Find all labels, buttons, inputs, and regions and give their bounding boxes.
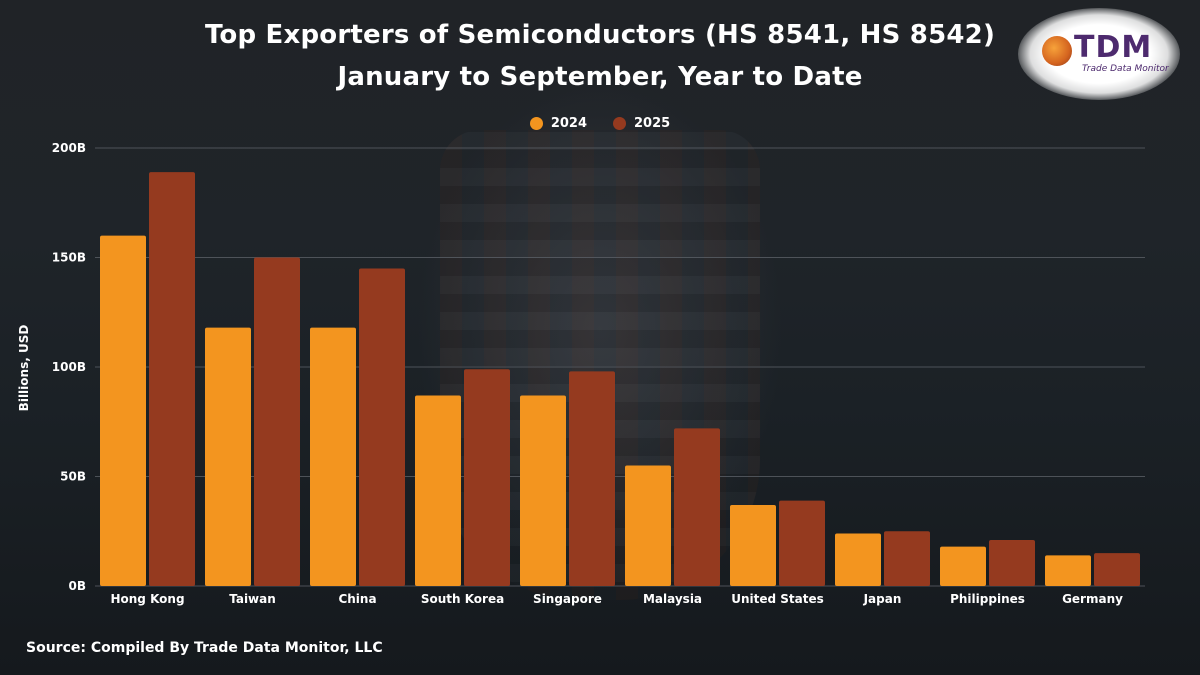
bar-2024-south-korea [415, 395, 461, 586]
bar-2024-hong-kong [100, 235, 146, 586]
tdm-logo: TDM Trade Data Monitor [1018, 8, 1180, 100]
bar-2025-united-states [779, 500, 825, 586]
legend-item-2024: 2024 [529, 116, 587, 131]
bar-2024-china [310, 327, 356, 586]
legend-item-2025: 2025 [613, 116, 670, 131]
x-tick-label: Singapore [533, 592, 602, 606]
bar-2025-taiwan [254, 257, 300, 586]
x-tick-label: South Korea [421, 592, 504, 606]
x-tick-label: Philippines [950, 592, 1025, 606]
chart-title: Top Exporters of Semiconductors (HS 8541… [0, 14, 1200, 98]
legend: 2024 2025 [0, 116, 1200, 131]
legend-label-2024: 2024 [550, 116, 587, 131]
globe-icon [1042, 36, 1072, 66]
x-tick-label: Malaysia [643, 592, 702, 606]
bar-2025-hong-kong [149, 172, 195, 586]
logo-tagline: Trade Data Monitor [1082, 64, 1169, 74]
bar-2025-china [359, 268, 405, 586]
bar-2025-philippines [989, 540, 1035, 586]
bar-2024-united-states [730, 504, 776, 586]
y-tick-label: 50B [60, 470, 86, 484]
bar-2025-germany [1094, 553, 1140, 586]
x-tick-label: United States [731, 592, 824, 606]
x-tick-label: Taiwan [229, 592, 276, 606]
y-tick-label: 100B [52, 360, 86, 374]
title-line-1: Top Exporters of Semiconductors (HS 8541… [204, 20, 996, 50]
bar-2025-singapore [569, 371, 615, 586]
bar-2024-taiwan [205, 327, 251, 586]
bar-2024-malaysia [625, 465, 671, 586]
legend-swatch-2024 [529, 117, 543, 130]
x-tick-label: Hong Kong [110, 592, 184, 606]
bar-2024-singapore [520, 395, 566, 586]
bar-2024-germany [1045, 555, 1091, 586]
legend-swatch-2025 [613, 117, 626, 130]
bar-2025-south-korea [464, 369, 510, 586]
legend-label-2025: 2025 [634, 116, 671, 131]
x-tick-label: Germany [1062, 592, 1123, 606]
logo-text: TDM [1074, 30, 1153, 65]
bar-2025-japan [884, 531, 930, 586]
y-tick-label: 150B [52, 251, 86, 265]
bar-2024-philippines [940, 546, 986, 586]
title-line-2: January to September, Year to Date [337, 62, 863, 92]
bar-2024-japan [835, 533, 881, 586]
x-tick-label: Japan [863, 592, 902, 606]
y-tick-label: 0B [69, 579, 87, 593]
y-tick-label: 200B [52, 141, 86, 155]
x-tick-label: China [338, 592, 376, 606]
source-note: Source: Compiled By Trade Data Monitor, … [26, 640, 383, 656]
bar-2025-malaysia [674, 428, 720, 586]
